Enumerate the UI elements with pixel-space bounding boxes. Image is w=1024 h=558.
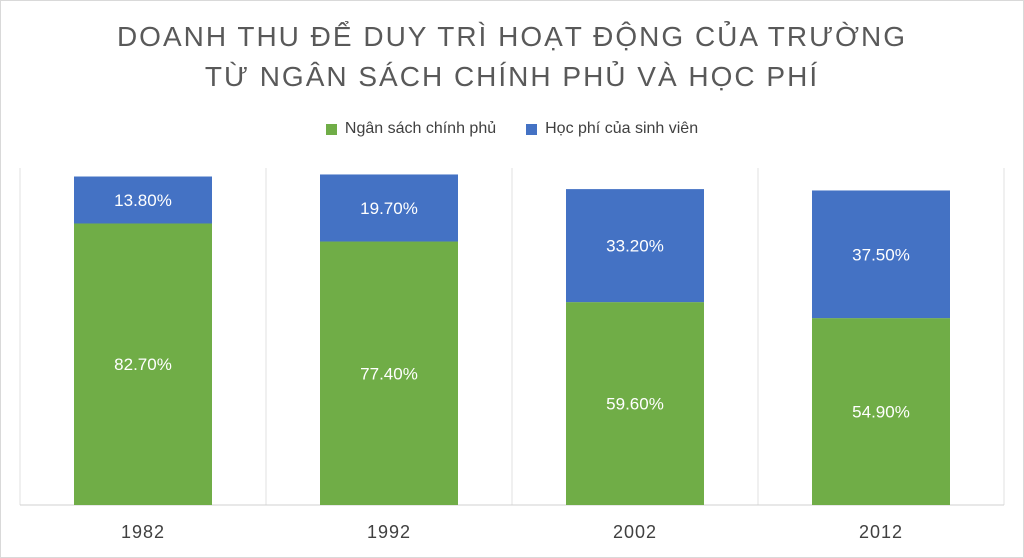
bar-tuition-2002 [566,189,704,303]
legend-swatch-tuition [526,123,538,135]
chart-title-line-2: TỪ NGÂN SÁCH CHÍNH PHỦ VÀ HỌC PHÍ [204,61,820,92]
data-label-government-1992: 77.40% [360,364,418,383]
data-label-government-2002: 59.60% [606,395,664,414]
data-label-government-1982: 82.70% [114,355,172,374]
bar-tuition-1992 [320,174,458,242]
x-tick-label-1992: 1992 [367,522,411,542]
chart-title-line-1: DOANH THU ĐỂ DUY TRÌ HOẠT ĐỘNG CỦA TRƯỜN… [116,21,908,52]
x-tick-label-2002: 2002 [613,522,657,542]
legend-label-tuition: Học phí của sinh viên [545,120,699,137]
bar-government-1982 [74,223,212,506]
data-label-government-2012: 54.90% [852,403,910,422]
data-label-tuition-1992: 19.70% [360,199,418,218]
bar-tuition-1982 [74,176,212,224]
x-tick-label-2012: 2012 [859,522,903,542]
legend-swatch-government [325,123,337,135]
bar-government-2012 [812,318,950,505]
bar-tuition-2012 [812,190,950,319]
legend-item-government: Ngân sách chính phủ [325,120,497,138]
data-label-tuition-2012: 37.50% [852,245,910,264]
data-label-tuition-2002: 33.20% [606,237,664,256]
bar-government-2002 [566,302,704,505]
legend: Ngân sách chính phủ Học phí của sinh viê… [0,116,1024,142]
bar-government-1992 [320,241,458,505]
x-tick-label-1982: 1982 [121,522,165,542]
legend-label-government: Ngân sách chính phủ [344,120,497,137]
data-label-tuition-1982: 13.80% [114,191,172,210]
legend-item-tuition: Học phí của sinh viên [526,120,698,138]
